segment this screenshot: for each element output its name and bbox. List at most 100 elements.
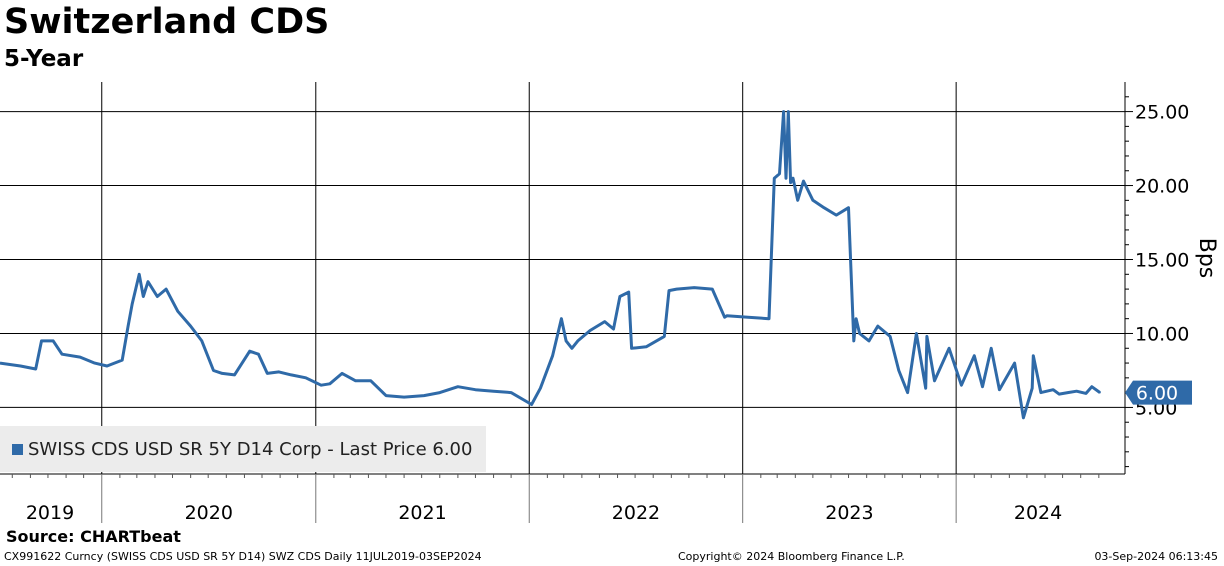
data-point — [792, 177, 794, 179]
x-tick-label: 2021 — [398, 502, 446, 524]
data-point — [675, 288, 678, 290]
data-point — [40, 340, 43, 342]
data-point — [855, 317, 857, 320]
data-point — [320, 384, 322, 387]
data-point — [796, 199, 799, 202]
data-point — [812, 199, 814, 202]
data-point — [889, 335, 891, 338]
y-tick-label: 15.00 — [1135, 250, 1189, 272]
data-point — [645, 346, 647, 348]
data-point — [1052, 388, 1054, 391]
data-point — [915, 332, 918, 335]
y-axis-label: Bps — [1194, 238, 1219, 279]
chart-subtitle: 5-Year — [4, 46, 84, 72]
data-point — [877, 325, 879, 327]
data-point — [142, 295, 145, 298]
data-point — [233, 374, 236, 376]
data-point — [212, 369, 215, 372]
last-price-box — [1125, 380, 1192, 405]
data-point — [693, 286, 695, 289]
data-point — [990, 347, 992, 350]
data-point — [847, 206, 850, 209]
data-point — [723, 316, 726, 319]
data-point — [257, 353, 260, 356]
data-point — [305, 377, 307, 379]
data-point — [127, 325, 129, 327]
data-point — [603, 320, 606, 323]
data-point — [981, 385, 984, 388]
data-point — [52, 340, 54, 342]
y-tick-label: 25.00 — [1135, 102, 1189, 124]
data-point — [539, 387, 542, 390]
data-point — [782, 110, 785, 113]
data-point — [278, 371, 280, 373]
data-point — [577, 340, 579, 342]
legend-label: SWISS CDS USD SR 5Y D14 Corp - Last Pric… — [28, 438, 473, 460]
data-point — [0, 362, 1, 364]
data-point — [1022, 417, 1025, 419]
chart-title: Switzerland CDS — [4, 2, 330, 42]
data-point — [747, 316, 749, 319]
data-point — [221, 372, 223, 375]
data-point — [906, 391, 909, 394]
data-point — [370, 380, 372, 382]
x-tick-label: 2024 — [1014, 502, 1062, 524]
data-point — [853, 340, 855, 342]
y-tick-label: 20.00 — [1135, 176, 1189, 198]
data-point — [19, 365, 22, 367]
data-point — [785, 177, 787, 179]
data-point — [773, 177, 776, 179]
x-axis: 2019 2020 2021 2022 2023 2024 — [11, 474, 1100, 524]
series-line — [0, 110, 1101, 420]
data-point — [898, 369, 900, 372]
timestamp: 03-Sep-2024 06:13:45 — [1094, 550, 1218, 563]
data-point — [560, 317, 563, 320]
data-point — [403, 396, 405, 398]
legend: SWISS CDS USD SR 5Y D14 Corp - Last Pric… — [0, 426, 486, 472]
data-point — [1032, 354, 1035, 357]
data-point — [439, 391, 441, 394]
data-point — [973, 354, 976, 357]
ticker-info: CX991622 Curncy (SWISS CDS USD SR 5Y D14… — [4, 550, 482, 563]
data-point — [165, 288, 167, 290]
data-point — [726, 314, 728, 317]
data-point — [147, 280, 149, 283]
data-point — [551, 354, 554, 357]
data-point — [933, 380, 936, 382]
data-point — [612, 328, 615, 330]
data-point — [1058, 393, 1060, 395]
data-point — [571, 347, 573, 350]
x-tick-label: 2020 — [185, 502, 233, 524]
series-group — [0, 110, 1101, 420]
data-point — [510, 391, 512, 394]
data-point — [61, 353, 63, 356]
data-point — [106, 365, 108, 367]
data-point — [457, 385, 459, 388]
data-point — [589, 329, 591, 332]
data-point — [93, 362, 96, 364]
x-tick-label: 2019 — [26, 502, 74, 524]
data-point — [131, 303, 133, 305]
data-point — [802, 180, 805, 182]
data-point — [619, 295, 621, 298]
source-label: Source: CHARTbeat — [6, 527, 181, 546]
data-point — [1091, 385, 1093, 388]
data-point — [630, 347, 633, 350]
data-point — [627, 291, 630, 293]
data-point — [248, 350, 251, 353]
data-point — [79, 356, 81, 358]
data-point — [354, 380, 357, 382]
data-point — [34, 368, 37, 370]
data-point — [711, 288, 714, 290]
data-point — [868, 340, 870, 342]
data-point — [138, 273, 140, 276]
last-price-marker: 6.00 — [1125, 380, 1192, 405]
data-point — [1075, 390, 1078, 393]
data-point — [423, 394, 425, 397]
data-point — [1099, 391, 1101, 394]
y-tick-label: 10.00 — [1135, 323, 1189, 345]
data-point — [1067, 391, 1069, 394]
legend-swatch — [12, 443, 23, 455]
